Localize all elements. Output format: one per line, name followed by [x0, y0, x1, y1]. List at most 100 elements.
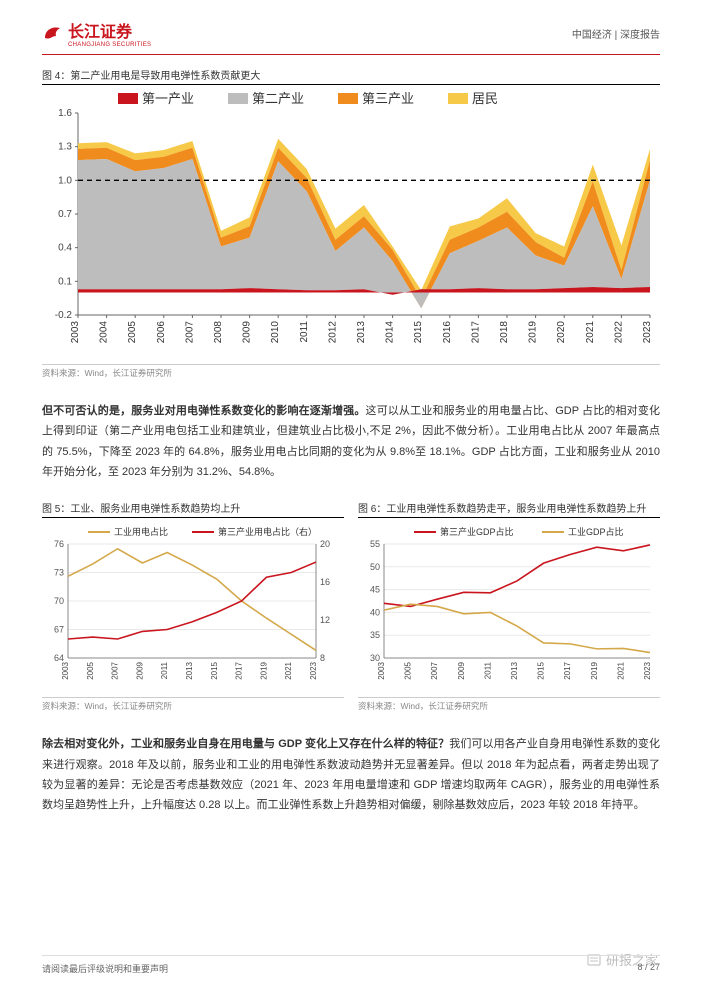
svg-text:第三产业GDP占比: 第三产业GDP占比 — [440, 526, 514, 537]
svg-text:2011: 2011 — [160, 662, 169, 680]
svg-text:2018: 2018 — [499, 321, 510, 344]
svg-text:第一产业: 第一产业 — [142, 91, 194, 106]
logo-icon — [42, 22, 64, 44]
svg-text:20: 20 — [320, 539, 330, 549]
fig6-col: 图 6：工业用电弹性系数趋势走平，服务业用电弹性系数趋势上升 30 35 40 45 5… — [358, 500, 660, 712]
svg-text:1.6: 1.6 — [58, 108, 72, 119]
svg-text:30: 30 — [370, 653, 380, 663]
svg-text:2013: 2013 — [510, 662, 519, 680]
svg-text:2023: 2023 — [643, 662, 652, 680]
para2-bold: 除去相对变化外，工业和服务业自身在用电量与 GDP 变化上又存在什么样的特征？ — [42, 738, 449, 750]
svg-text:居民: 居民 — [472, 91, 498, 106]
fig6-svg: 30 35 40 45 50 55 2003 2005 2007 2009 2011 2013 2015… — [358, 522, 658, 692]
svg-text:2008: 2008 — [213, 321, 224, 344]
paragraph-2: 除去相对变化外，工业和服务业自身在用电量与 GDP 变化上又存在什么样的特征？我… — [42, 734, 660, 815]
svg-text:2009: 2009 — [135, 662, 144, 680]
svg-text:0.1: 0.1 — [58, 276, 72, 287]
paragraph-1: 但不可否认的是，服务业对用电弹性系数变化的影响在逐渐增强。这可以从工业和服务业的… — [42, 401, 660, 482]
fig4-svg: -0.2 0.1 0.4 0.7 1.0 1.3 1.6 2003 2004 2005 2006 20… — [42, 89, 658, 359]
svg-text:2010: 2010 — [270, 321, 281, 344]
svg-text:2004: 2004 — [99, 321, 110, 344]
para1-bold: 但不可否认的是，服务业对用电弹性系数变化的影响在逐渐增强。 — [42, 405, 366, 417]
fig4-source: 资料来源：Wind，长江证券研究所 — [42, 364, 660, 379]
fig4-chart: -0.2 0.1 0.4 0.7 1.0 1.3 1.6 2003 2004 2005 2006 20… — [42, 89, 660, 362]
svg-text:2005: 2005 — [127, 321, 138, 344]
footer-page: 8 / 27 — [637, 962, 660, 975]
svg-text:2017: 2017 — [563, 662, 572, 680]
svg-text:2021: 2021 — [616, 662, 625, 680]
svg-text:2021: 2021 — [284, 662, 293, 680]
svg-text:2017: 2017 — [235, 662, 244, 680]
svg-text:2005: 2005 — [86, 662, 95, 680]
svg-text:12: 12 — [320, 615, 330, 625]
svg-text:2022: 2022 — [613, 321, 624, 344]
svg-text:2011: 2011 — [299, 321, 310, 343]
svg-text:2020: 2020 — [556, 321, 567, 344]
svg-text:2003: 2003 — [377, 662, 386, 680]
svg-text:8: 8 — [320, 653, 325, 663]
header-divider — [42, 54, 660, 55]
svg-text:-0.2: -0.2 — [55, 310, 73, 321]
svg-text:2013: 2013 — [185, 662, 194, 680]
svg-text:16: 16 — [320, 577, 330, 587]
svg-text:2007: 2007 — [430, 662, 439, 680]
svg-text:第三产业: 第三产业 — [362, 91, 414, 106]
fig-row: 图 5：工业、服务业用电弹性系数趋势均上升 646770737681216202… — [42, 500, 660, 712]
svg-text:第二产业: 第二产业 — [252, 91, 304, 106]
svg-text:2017: 2017 — [470, 321, 481, 344]
logo-subtext: CHANGJIANG SECURITIES — [68, 42, 151, 48]
svg-text:2012: 2012 — [327, 321, 338, 344]
svg-text:35: 35 — [370, 631, 380, 641]
fig5-svg: 64 67 70 73 76 8 12 16 20 2003 2005 2007 2009 2011 201… — [42, 522, 342, 692]
header-category: 中国经济 | 深度报告 — [572, 26, 660, 41]
svg-text:2007: 2007 — [111, 662, 120, 680]
svg-text:2011: 2011 — [483, 662, 492, 680]
page-footer: 请阅读最后评级说明和重要声明 8 / 27 — [42, 955, 660, 975]
svg-text:2019: 2019 — [259, 662, 268, 680]
svg-text:2023: 2023 — [309, 662, 318, 680]
svg-text:2014: 2014 — [385, 321, 396, 344]
svg-text:2016: 2016 — [442, 321, 453, 344]
svg-text:1.0: 1.0 — [58, 175, 72, 186]
svg-text:1.3: 1.3 — [58, 142, 72, 153]
fig5-title: 图 5：工业、服务业用电弹性系数趋势均上升 — [42, 500, 344, 518]
svg-text:2021: 2021 — [585, 321, 596, 344]
svg-text:2007: 2007 — [184, 321, 195, 344]
fig5-col: 图 5：工业、服务业用电弹性系数趋势均上升 646770737681216202… — [42, 500, 344, 712]
svg-text:工业用电占比: 工业用电占比 — [114, 526, 168, 537]
svg-text:第三产业用电占比（右）: 第三产业用电占比（右） — [218, 526, 317, 537]
footer-disclaimer: 请阅读最后评级说明和重要声明 — [42, 962, 168, 975]
fig6-source: 资料来源：Wind，长江证券研究所 — [358, 697, 660, 712]
svg-text:2015: 2015 — [537, 662, 546, 680]
svg-text:50: 50 — [370, 562, 380, 572]
svg-text:2009: 2009 — [242, 321, 253, 344]
svg-text:64: 64 — [54, 653, 64, 663]
svg-text:2006: 2006 — [156, 321, 167, 344]
fig4-title: 图 4：第二产业用电是导致用电弹性系数贡献更大 — [42, 67, 660, 85]
svg-text:73: 73 — [54, 568, 64, 578]
svg-text:2019: 2019 — [590, 662, 599, 680]
svg-text:0.7: 0.7 — [58, 209, 72, 220]
svg-text:2009: 2009 — [457, 662, 466, 680]
svg-text:76: 76 — [54, 539, 64, 549]
fig6-title: 图 6：工业用电弹性系数趋势走平，服务业用电弹性系数趋势上升 — [358, 500, 660, 518]
svg-text:2013: 2013 — [356, 321, 367, 344]
svg-text:2019: 2019 — [528, 321, 539, 344]
svg-text:2023: 2023 — [642, 321, 653, 344]
logo: 长江证券 CHANGJIANG SECURITIES — [42, 18, 151, 48]
svg-text:70: 70 — [54, 596, 64, 606]
svg-text:55: 55 — [370, 539, 380, 549]
svg-text:45: 45 — [370, 585, 380, 595]
svg-text:2015: 2015 — [413, 321, 424, 344]
svg-text:67: 67 — [54, 625, 64, 635]
svg-text:0.4: 0.4 — [58, 243, 72, 254]
svg-text:2015: 2015 — [210, 662, 219, 680]
svg-text:2005: 2005 — [404, 662, 413, 680]
svg-text:2003: 2003 — [70, 321, 81, 344]
fig5-source: 资料来源：Wind，长江证券研究所 — [42, 697, 344, 712]
svg-text:40: 40 — [370, 608, 380, 618]
svg-text:工业GDP占比: 工业GDP占比 — [568, 526, 624, 537]
svg-text:2003: 2003 — [61, 662, 70, 680]
logo-text: 长江证券 — [68, 18, 151, 42]
page-header: 长江证券 CHANGJIANG SECURITIES 中国经济 | 深度报告 — [0, 0, 702, 54]
